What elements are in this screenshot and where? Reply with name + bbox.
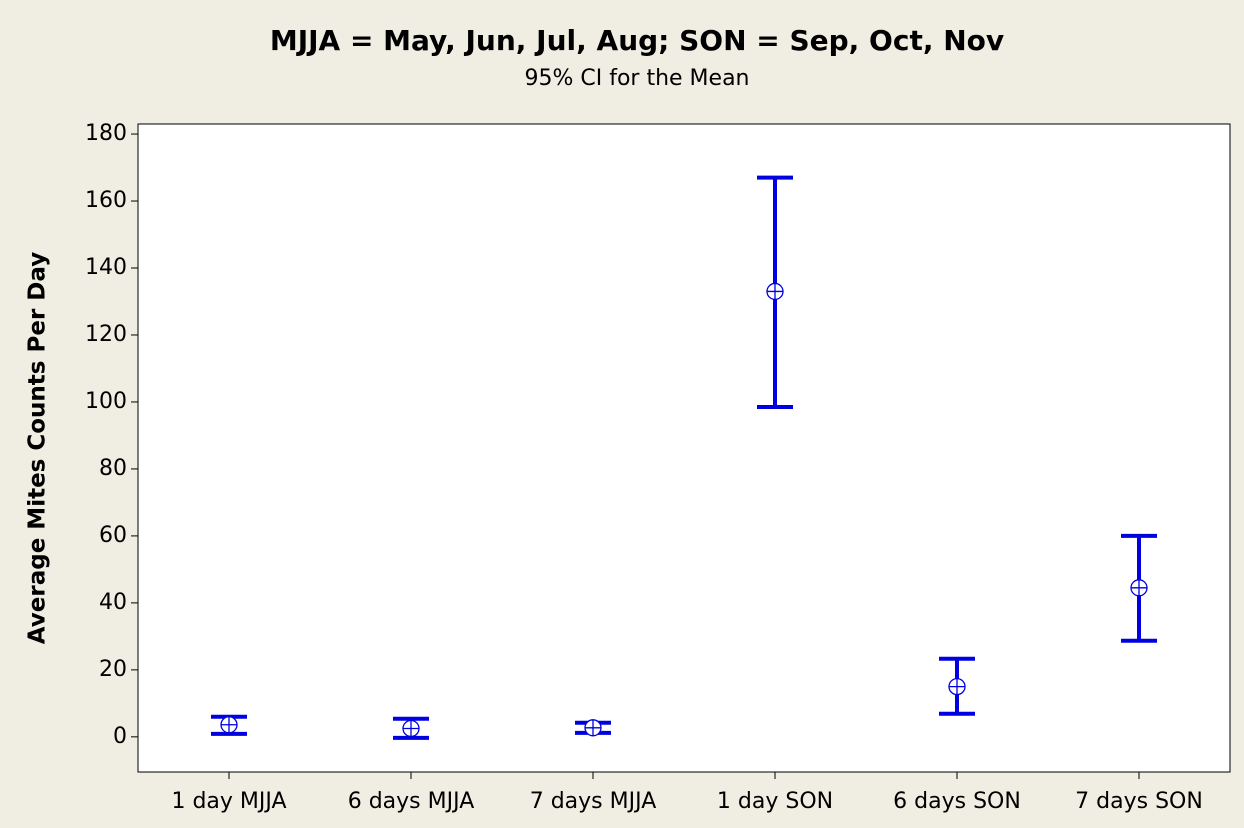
y-tick-label: 0: [113, 724, 127, 749]
y-tick-label: 180: [85, 121, 127, 146]
chart-title: MJJA = May, Jun, Jul, Aug; SON = Sep, Oc…: [270, 24, 1004, 57]
plot-area: [137, 123, 1231, 773]
mean-marker: [948, 678, 966, 696]
chart-subtitle: 95% CI for the Mean: [524, 66, 749, 91]
y-axis-label: Average Mites Counts Per Day: [25, 252, 51, 644]
x-tick-label: 1 day SON: [717, 789, 833, 814]
y-tick-label: 40: [99, 590, 127, 615]
y-tick-label: 140: [85, 255, 127, 280]
x-tick-label: 7 days MJJA: [530, 789, 657, 814]
mean-marker: [766, 282, 784, 301]
mean-marker: [402, 719, 420, 738]
y-tick-label: 60: [99, 523, 127, 548]
mean-marker: [584, 719, 602, 737]
y-tick-label: 160: [85, 188, 127, 213]
x-tick-label: 6 days MJJA: [348, 789, 475, 814]
y-tick-label: 20: [99, 657, 127, 682]
mean-marker: [1130, 579, 1148, 597]
mean-marker: [220, 716, 238, 734]
y-tick-label: 100: [85, 389, 127, 414]
y-tick-label: 120: [85, 322, 127, 347]
x-tick-label: 7 days SON: [1075, 789, 1203, 814]
x-tick-label: 1 day MJJA: [171, 789, 286, 814]
y-tick-label: 80: [99, 456, 127, 481]
x-tick-label: 6 days SON: [893, 789, 1021, 814]
